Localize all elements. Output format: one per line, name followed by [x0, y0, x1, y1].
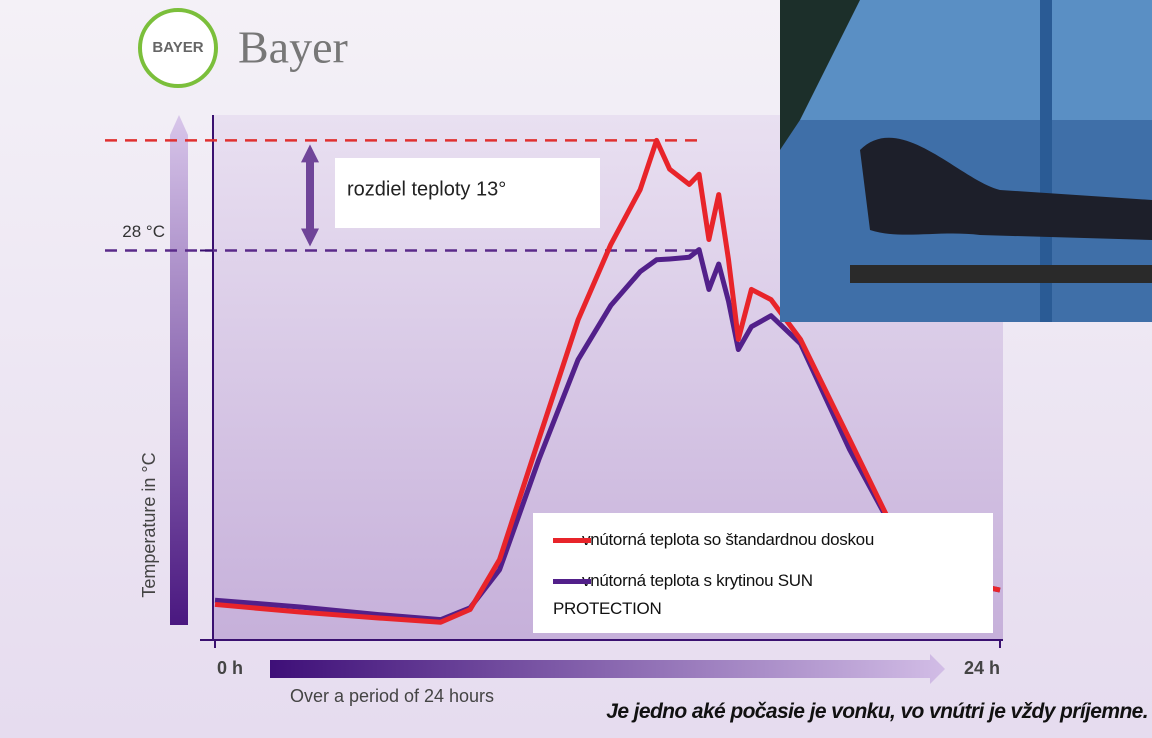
- photo-palm: [780, 0, 860, 150]
- x-arrow: [270, 654, 945, 684]
- y-tick-label: 28 °C: [122, 222, 165, 241]
- legend-label: vnútorná teplota so štandardnou doskou: [582, 530, 874, 549]
- photo-frame: [1040, 0, 1052, 322]
- caption: Je jedno aké počasie je vonku, vo vnútri…: [606, 700, 1148, 723]
- difference-arrow: [301, 144, 319, 247]
- photo-legs: [860, 137, 1152, 240]
- photo: [780, 0, 1152, 322]
- legend-swatch: [553, 579, 591, 584]
- logo-circle: [138, 8, 218, 88]
- x-tick-label: 0 h: [217, 658, 243, 678]
- y-axis-label: Temperature in °C: [139, 452, 159, 597]
- logo-text: BAYER: [152, 39, 203, 56]
- annotation: rozdiel teploty 13°: [347, 178, 506, 200]
- y-arrow: [170, 115, 188, 625]
- legend-swatch: [553, 538, 591, 543]
- legend-entry: vnútorná teplota s krytinou SUN PROTECTI…: [553, 567, 893, 623]
- brand: Bayer: [238, 22, 348, 73]
- photo-chair: [850, 265, 1152, 283]
- annotation-box: [335, 158, 600, 228]
- x-axis-label: Over a period of 24 hours: [290, 686, 494, 706]
- logo: BAYER Bayer: [138, 8, 348, 88]
- legend-label: vnútorná teplota s krytinou SUN PROTECTI…: [553, 571, 813, 618]
- legend: vnútorná teplota so štandardnou doskou v…: [533, 513, 993, 633]
- legend-entry: vnútorná teplota so štandardnou doskou: [553, 526, 893, 554]
- x-tick-label: 24 h: [964, 658, 1000, 678]
- series-line: [214, 137, 1001, 625]
